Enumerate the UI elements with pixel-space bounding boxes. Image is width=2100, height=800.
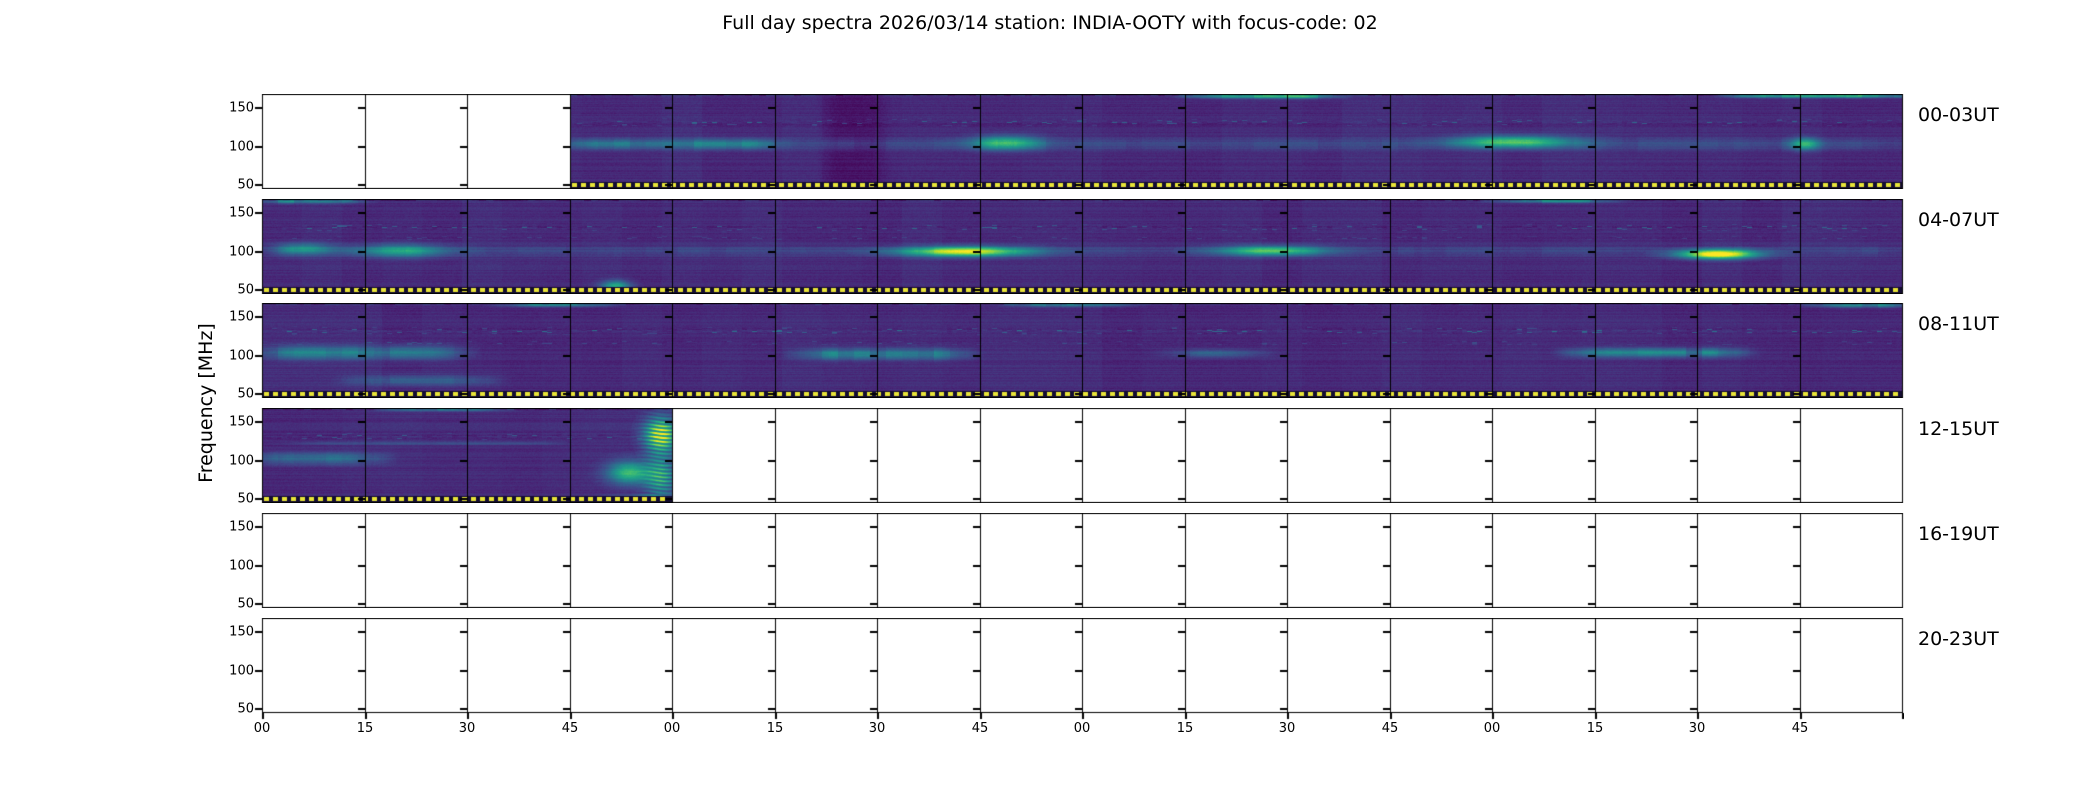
x-tick-label: 15 bbox=[766, 721, 784, 736]
spectrogram-row-16-19UT bbox=[252, 513, 1904, 608]
y-tick-label: 100 bbox=[229, 558, 254, 574]
y-tick-label: 150 bbox=[229, 414, 254, 430]
chart-title: Full day spectra 2026/03/14 station: IND… bbox=[722, 12, 1378, 34]
spectrogram-row-04-07UT bbox=[252, 199, 1904, 294]
x-tick-label: 00 bbox=[663, 721, 681, 736]
y-tick-label: 150 bbox=[229, 309, 254, 325]
y-tick-label: 150 bbox=[229, 519, 254, 535]
x-tick-label: 30 bbox=[1688, 721, 1706, 736]
x-tick-label: 00 bbox=[1483, 721, 1501, 736]
x-tick-label: 15 bbox=[356, 721, 374, 736]
spectrogram-row-12-15UT bbox=[252, 408, 1904, 503]
x-tick-label: 15 bbox=[1176, 721, 1194, 736]
y-tick-label: 150 bbox=[229, 205, 254, 221]
row-time-label: 08-11UT bbox=[1918, 313, 1999, 335]
spectrogram-row-08-11UT bbox=[252, 303, 1904, 398]
y-tick-label: 100 bbox=[229, 139, 254, 155]
x-tick-label: 45 bbox=[971, 721, 989, 736]
y-tick-label: 50 bbox=[237, 282, 254, 298]
row-time-label: 04-07UT bbox=[1918, 209, 1999, 231]
y-tick-label: 100 bbox=[229, 663, 254, 679]
x-tick-label: 45 bbox=[1381, 721, 1399, 736]
y-tick-label: 50 bbox=[237, 386, 254, 402]
y-tick-label: 50 bbox=[237, 177, 254, 193]
x-tick-label: 00 bbox=[1073, 721, 1091, 736]
x-tick-label: 00 bbox=[253, 721, 271, 736]
spectrogram-row-20-23UT bbox=[252, 618, 1904, 721]
y-tick-label: 100 bbox=[229, 453, 254, 469]
y-tick-label: 100 bbox=[229, 348, 254, 364]
x-tick-label: 45 bbox=[561, 721, 579, 736]
spectrogram-row-00-03UT bbox=[252, 94, 1904, 189]
row-time-label: 16-19UT bbox=[1918, 523, 1999, 545]
x-tick-label: 30 bbox=[1278, 721, 1296, 736]
x-tick-label: 45 bbox=[1791, 721, 1809, 736]
x-tick-label: 30 bbox=[458, 721, 476, 736]
y-tick-label: 50 bbox=[237, 491, 254, 507]
row-time-label: 00-03UT bbox=[1918, 104, 1999, 126]
row-time-label: 12-15UT bbox=[1918, 418, 1999, 440]
y-tick-label: 100 bbox=[229, 244, 254, 260]
row-time-label: 20-23UT bbox=[1918, 628, 1999, 650]
x-tick-label: 30 bbox=[868, 721, 886, 736]
y-tick-label: 150 bbox=[229, 100, 254, 116]
y-tick-label: 50 bbox=[237, 701, 254, 717]
y-tick-label: 50 bbox=[237, 596, 254, 612]
y-tick-label: 150 bbox=[229, 624, 254, 640]
x-tick-label: 15 bbox=[1586, 721, 1604, 736]
